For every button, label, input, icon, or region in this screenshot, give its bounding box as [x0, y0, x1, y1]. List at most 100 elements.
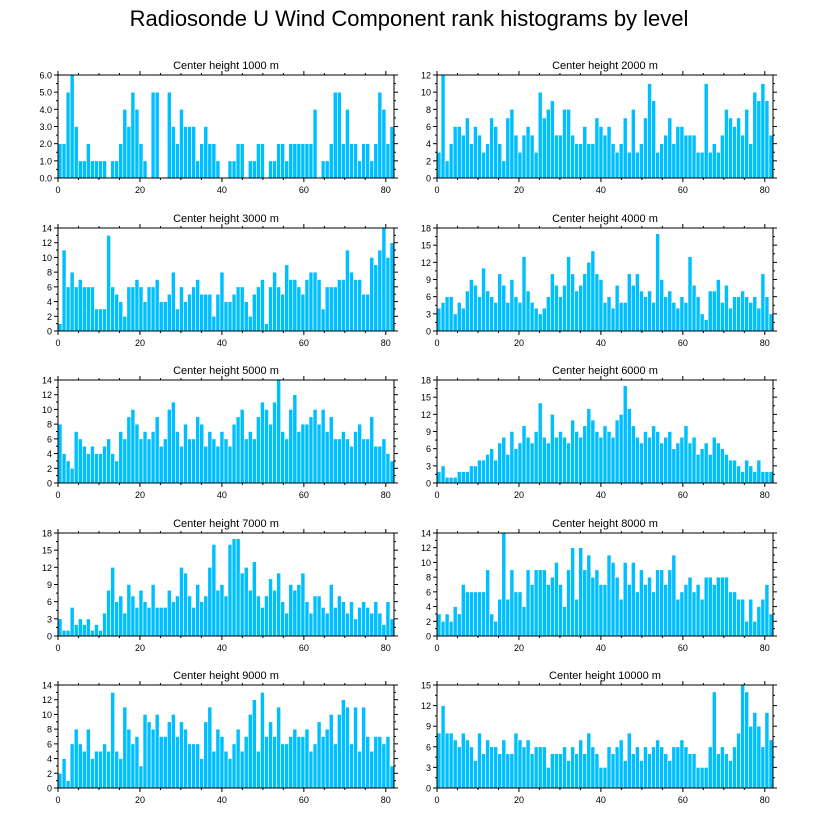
histogram-bar — [284, 160, 290, 179]
histogram-bar — [272, 271, 277, 332]
histogram-bar — [501, 436, 507, 484]
histogram-bar — [243, 438, 249, 484]
histogram-bar — [582, 273, 588, 332]
histogram-bar — [720, 746, 725, 789]
y-tick-label: 4 — [426, 602, 431, 612]
histogram-bar — [481, 753, 486, 789]
histogram-bar — [631, 562, 636, 637]
histogram-bar — [598, 584, 604, 637]
histogram-panel-8: Center height 8000 m 0 2 4 6 8 10 12 14 0 20 40 60 80 — [421, 518, 777, 653]
histogram-bar — [276, 706, 281, 789]
x-tick-label: 20 — [135, 185, 145, 195]
histogram-bar — [332, 286, 338, 332]
y-tick-label: 6 — [426, 292, 431, 302]
histogram-bar — [716, 576, 721, 637]
histogram-bar — [77, 160, 83, 179]
y-tick-label: 6.0 — [39, 71, 52, 81]
histogram-bar — [304, 143, 310, 179]
histogram-bar — [219, 431, 225, 484]
y-tick-label: 4 — [47, 449, 52, 459]
histogram-bar — [448, 620, 454, 637]
panel-title: Center height 9000 m — [173, 670, 279, 682]
histogram-bar — [215, 589, 221, 637]
histogram-bar — [69, 743, 75, 789]
histogram-bar — [256, 416, 261, 484]
y-tick-label: 12 — [421, 543, 431, 553]
histogram-bar — [369, 160, 375, 179]
histogram-bar — [171, 401, 176, 484]
histogram-bar — [296, 431, 302, 484]
histogram-bar — [728, 591, 733, 637]
histogram-bar — [460, 584, 466, 637]
histogram-bar — [582, 569, 588, 637]
histogram-bar — [756, 100, 762, 179]
histogram-bar — [720, 302, 725, 332]
y-tick-label: 10 — [42, 405, 52, 415]
histogram-bar — [456, 126, 462, 179]
histogram-bar — [760, 83, 766, 179]
histogram-bar — [558, 584, 563, 637]
histogram-bar — [485, 739, 490, 789]
histogram-bar — [357, 607, 362, 637]
histogram-bar — [699, 598, 705, 637]
x-tick-label: 0 — [55, 490, 60, 500]
histogram-bar — [643, 117, 648, 179]
histogram-bar — [134, 607, 140, 637]
histogram-bar — [235, 538, 241, 637]
histogram-bar — [316, 279, 322, 332]
histogram-bar — [365, 143, 371, 179]
histogram-bar — [586, 408, 592, 484]
histogram-bar — [276, 286, 281, 332]
histogram-bar — [110, 160, 115, 179]
histogram-bar — [231, 293, 237, 332]
histogram-bar — [586, 262, 592, 332]
y-tick-label: 4 — [47, 754, 52, 764]
histogram-bar — [448, 476, 454, 484]
histogram-bar — [102, 445, 107, 484]
histogram-bar — [114, 601, 120, 637]
y-tick-label: 4 — [47, 297, 52, 307]
histogram-bar — [469, 143, 474, 179]
histogram-bar — [361, 438, 366, 484]
histogram-bar — [448, 296, 454, 332]
x-tick-label: 20 — [514, 643, 524, 653]
histogram-bar — [716, 442, 721, 484]
histogram-bar — [69, 271, 75, 332]
histogram-bar — [683, 425, 689, 484]
histogram-bar — [647, 576, 652, 637]
histogram-bar — [562, 746, 567, 789]
histogram-bar — [675, 126, 681, 179]
histogram-bar — [768, 471, 774, 484]
histogram-bar — [622, 562, 628, 637]
histogram-bar — [94, 453, 99, 484]
y-tick-label: 2 — [47, 312, 52, 322]
y-tick-label: 8 — [426, 573, 431, 583]
histogram-bar — [110, 453, 115, 484]
histogram-bar — [602, 302, 608, 332]
y-tick-label: 15 — [421, 681, 431, 691]
histogram-bar — [618, 302, 624, 332]
histogram-bar — [179, 567, 184, 637]
histogram-bar — [732, 591, 737, 637]
histogram-bar — [345, 438, 350, 484]
histogram-bar — [191, 743, 196, 789]
y-tick-label: 2 — [47, 769, 52, 779]
histogram-bar — [578, 284, 584, 332]
histogram-bar — [566, 256, 571, 332]
histogram-bar — [497, 273, 503, 332]
histogram-bar — [268, 160, 273, 179]
histogram-bar — [223, 438, 229, 484]
histogram-bar — [102, 743, 107, 789]
histogram-bar — [239, 143, 245, 179]
y-tick-label: 3 — [426, 763, 431, 773]
histogram-bar — [324, 286, 330, 332]
histogram-bar — [187, 293, 192, 332]
panel-title: Center height 7000 m — [173, 518, 279, 530]
histogram-bar — [550, 273, 555, 332]
histogram-bar — [130, 743, 136, 789]
histogram-bar — [505, 302, 511, 332]
histogram-bar — [195, 416, 200, 484]
histogram-bar — [235, 286, 241, 332]
histogram-bar — [69, 74, 75, 179]
histogram-bar — [760, 273, 766, 332]
